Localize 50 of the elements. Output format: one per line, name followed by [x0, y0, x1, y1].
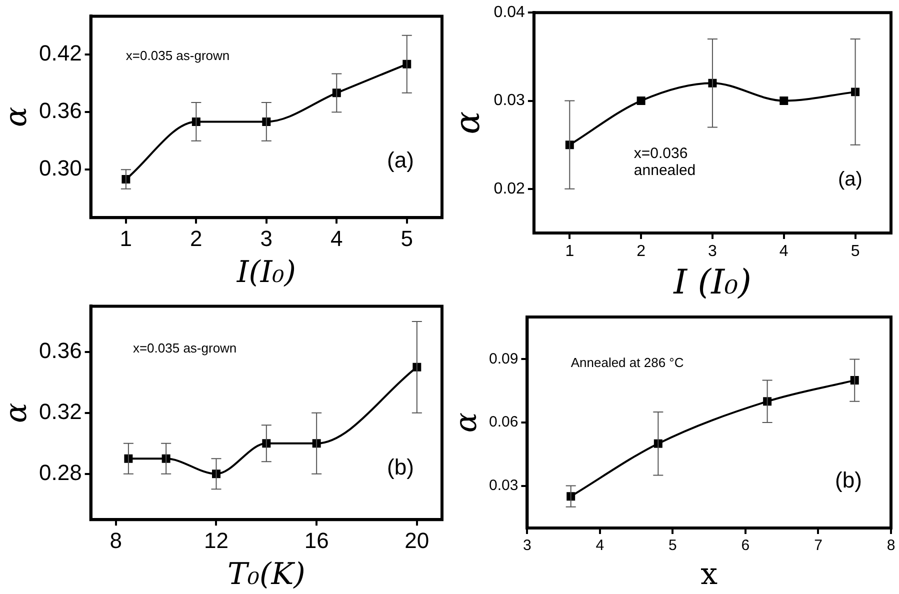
x-tick-label: 4 — [779, 243, 788, 260]
x-tick-label: 7 — [814, 537, 822, 554]
x-tick-label: 3 — [260, 226, 273, 251]
y-axis-title: α — [448, 412, 484, 433]
y-tick-label: 0.42 — [38, 40, 82, 66]
y-tick-label: 0.02 — [494, 180, 526, 198]
y-tick-label: 0.36 — [38, 98, 82, 124]
x-tick-label: 8 — [886, 537, 896, 554]
annotation: (b) — [387, 454, 414, 480]
annotation: Annealed at 286 °C — [570, 355, 684, 370]
x-tick-label: 8 — [110, 528, 122, 553]
x-tick-label: 3 — [523, 537, 532, 554]
x-tick-label: 4 — [596, 537, 604, 554]
y-tick-label: 0.32 — [38, 398, 82, 424]
y-tick-label: 0.28 — [38, 460, 82, 485]
x-axis-title: x — [700, 556, 718, 592]
y-axis-title: α — [0, 106, 34, 128]
y-tick-label: 0.30 — [38, 156, 82, 181]
x-tick-label: 1 — [120, 226, 132, 251]
point — [780, 96, 788, 106]
x-tick-label: 2 — [636, 243, 646, 260]
x-tick-label: 4 — [330, 226, 343, 251]
x-tick-label: 1 — [565, 243, 574, 260]
annotation: (a) — [387, 147, 414, 172]
annotation: (a) — [838, 168, 862, 191]
point — [636, 96, 646, 106]
y-axis-title: α — [448, 111, 488, 134]
x-tick-label: 2 — [190, 226, 202, 251]
annotation: x=0.035 as-grown — [132, 340, 237, 356]
y-tick-label: 0.03 — [488, 476, 518, 494]
annotation: (b) — [835, 468, 862, 493]
x-tick-label: 5 — [850, 243, 860, 260]
x-tick-label: 5 — [668, 537, 677, 554]
annotation: x=0.036 annealed — [634, 144, 696, 180]
annotation: x=0.035 as-grown — [126, 48, 230, 64]
y-tick-label: 0.36 — [38, 338, 82, 363]
x-tick-label: 3 — [708, 243, 718, 260]
x-axis-title: I(I₀) — [236, 254, 296, 290]
y-axis-title: α — [0, 402, 34, 424]
y-tick-label: 0.06 — [488, 414, 518, 431]
x-tick-label: 20 — [404, 528, 430, 553]
y-tick-label: 0.09 — [488, 350, 518, 368]
x-axis-title: T₀(K) — [227, 556, 306, 592]
x-axis-title: I (I₀) — [672, 262, 752, 302]
x-tick-label: 5 — [400, 226, 414, 251]
x-tick-label: 12 — [204, 528, 228, 553]
y-tick-label: 0.03 — [494, 92, 526, 110]
x-tick-label: 16 — [304, 528, 329, 553]
y-tick-label: 0.04 — [494, 4, 526, 22]
x-tick-label: 6 — [741, 537, 750, 554]
